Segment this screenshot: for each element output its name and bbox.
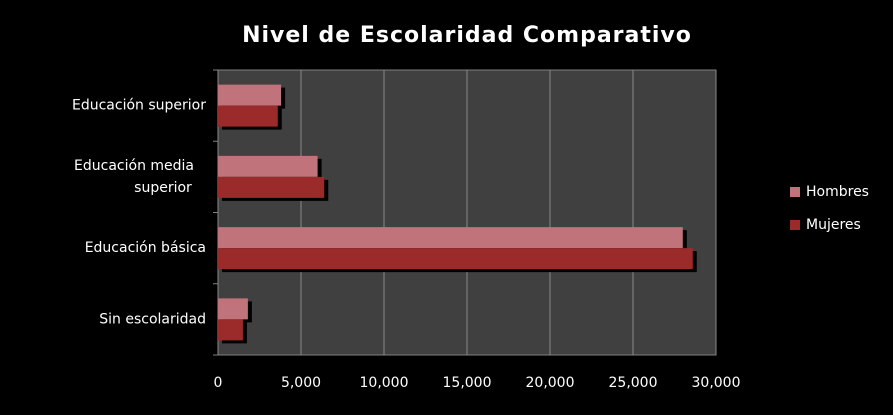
legend-swatch	[790, 187, 800, 197]
x-tick-label: 15,000	[443, 375, 492, 391]
legend-label: Mujeres	[806, 217, 861, 233]
chart-title: Nivel de Escolaridad Comparativo	[242, 23, 692, 48]
x-tick-label: 30,000	[692, 375, 741, 391]
bar	[218, 319, 243, 341]
x-tick-label: 10,000	[360, 375, 409, 391]
x-tick-label: 25,000	[609, 375, 658, 391]
bar	[218, 105, 278, 127]
x-tick-label: 20,000	[526, 375, 575, 391]
bar	[218, 298, 248, 320]
x-tick-label: 5,000	[281, 375, 321, 391]
y-tick-label: Educación superior	[72, 98, 206, 114]
bar	[218, 84, 282, 106]
bar	[218, 176, 325, 198]
y-tick-label: Sin escolaridad	[99, 311, 206, 327]
y-tick-label: Educación media superior	[74, 158, 194, 196]
bar	[218, 155, 318, 177]
legend-swatch	[790, 220, 800, 230]
bar	[218, 227, 683, 249]
y-tick-label: Educación básica	[85, 240, 206, 256]
x-tick-label: 0	[214, 375, 223, 391]
bar	[218, 248, 693, 270]
legend-label: Hombres	[806, 184, 869, 200]
